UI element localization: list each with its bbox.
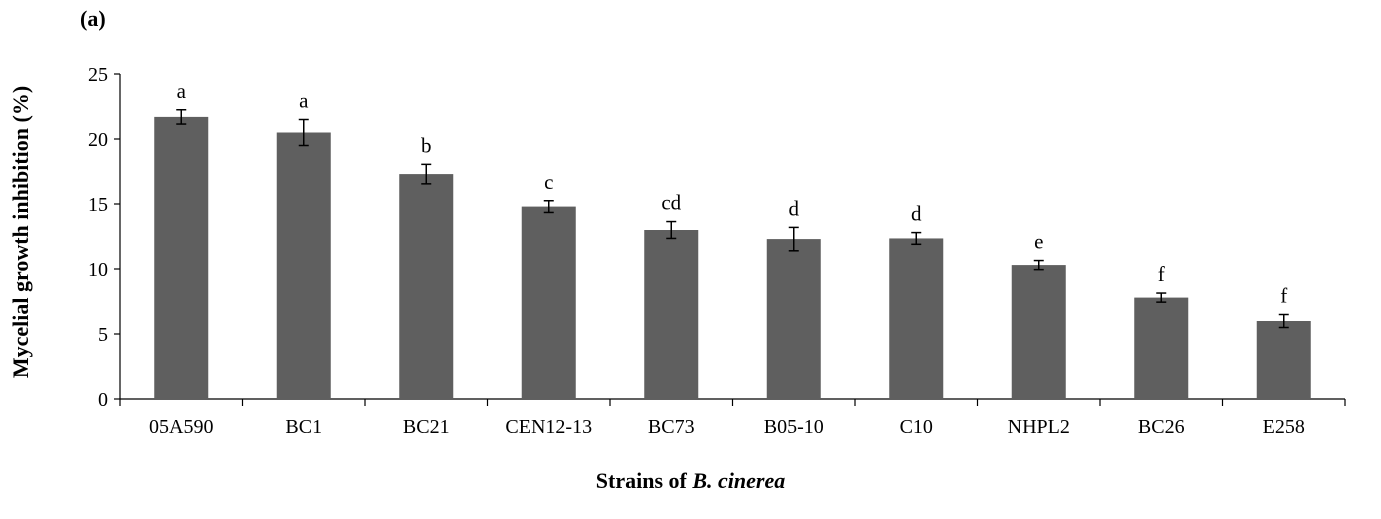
y-tick-label: 15 xyxy=(88,194,108,216)
significance-letter: f xyxy=(1280,284,1287,308)
panel-label: (a) xyxy=(80,6,106,31)
axes: 0 5 10 15 20 25 05A590 BC1 BC21 CEN12-13 BC73 B05-1… xyxy=(88,64,1346,438)
significance-letter: a xyxy=(177,79,187,103)
bar xyxy=(521,206,576,399)
bars: a a b c cd d d e f f xyxy=(154,79,1311,400)
x-tick-label: BC21 xyxy=(403,416,450,438)
significance-letter: e xyxy=(1034,230,1043,254)
y-tick-label: 10 xyxy=(88,259,108,281)
y-tick-label: 20 xyxy=(88,129,108,151)
x-axis-label: Strains of B. cinerea xyxy=(595,468,786,493)
y-axis-label: Mycelial growth inhibition (%) xyxy=(8,86,33,378)
significance-letter: d xyxy=(911,202,922,226)
bar xyxy=(889,238,944,399)
y-tick-label: 25 xyxy=(88,64,108,86)
bar xyxy=(399,174,454,399)
significance-letter: a xyxy=(299,89,309,113)
bar xyxy=(1011,265,1066,399)
x-tick-label: 05A590 xyxy=(149,416,213,438)
x-tick-label: NHPL2 xyxy=(1008,416,1070,438)
bar xyxy=(644,230,699,399)
bar xyxy=(766,239,821,399)
bar xyxy=(276,132,331,399)
significance-letter: d xyxy=(789,196,800,220)
bar xyxy=(1256,321,1311,399)
x-tick-label: C10 xyxy=(900,416,933,438)
significance-letter: c xyxy=(544,170,553,194)
significance-letter: cd xyxy=(661,191,681,215)
significance-letter: b xyxy=(421,133,432,157)
significance-letter: f xyxy=(1158,262,1165,286)
x-axis-label-species: B. cinerea xyxy=(692,468,786,493)
x-tick-label: B05-10 xyxy=(764,416,824,438)
x-tick-label: BC1 xyxy=(285,416,322,438)
bar xyxy=(1134,297,1189,399)
x-tick-label: BC26 xyxy=(1138,416,1185,438)
x-tick-label: BC73 xyxy=(648,416,695,438)
x-tick-label: E258 xyxy=(1263,416,1305,438)
y-tick-label: 5 xyxy=(98,324,108,346)
y-tick-label: 0 xyxy=(98,389,108,411)
bar xyxy=(154,116,209,400)
x-tick-label: CEN12-13 xyxy=(505,416,592,438)
bar-chart: 0 5 10 15 20 25 05A590 BC1 BC21 CEN12-13 BC73 B05-1… xyxy=(8,64,1346,438)
